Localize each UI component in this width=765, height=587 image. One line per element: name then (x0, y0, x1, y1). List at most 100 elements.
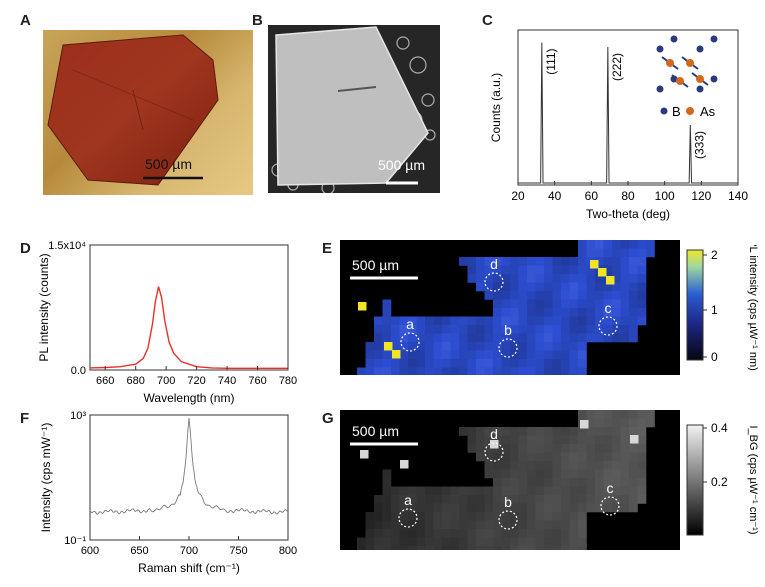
marker-circle-c (600, 496, 620, 516)
edge-pixel-2 (490, 440, 499, 449)
plot-frame (89, 244, 289, 371)
xtick-label-0: 20 (511, 189, 525, 203)
map-pixels (357, 410, 655, 550)
marker-circle-a (400, 332, 420, 352)
xtick-label-1: 680 (127, 375, 145, 387)
colorbar-tick-label-1: 1 (711, 303, 718, 317)
xtick-label-3: 750 (229, 545, 247, 557)
arsenic-atom-0 (666, 59, 674, 67)
peak-label-0: (111) (544, 48, 558, 74)
edge-pixel-1 (400, 460, 409, 469)
edge-pixel-0 (360, 450, 369, 459)
ytick-label-1: 10⁻¹ (64, 535, 86, 547)
ytick-label-0: 0.0 (71, 365, 86, 377)
marker-label-d: d (490, 426, 498, 442)
xtick-label-5: 760 (248, 375, 266, 387)
bg-intensity-map: 500 µm a b c d (340, 410, 680, 550)
xtick-label-2: 700 (180, 545, 198, 557)
sem-crystal (271, 26, 436, 193)
boron-atom-4 (670, 35, 678, 43)
y-axis-label: Intensity (cps mW⁻¹) (39, 423, 53, 533)
edge-pixel-0 (590, 260, 599, 269)
arsenic-atom-3 (696, 75, 704, 83)
xtick-label-3: 720 (187, 375, 205, 387)
peak-label-1: (222) (610, 53, 624, 81)
marker-label-b: b (504, 322, 512, 338)
boron-atom-2 (656, 85, 664, 93)
boron-atom-5 (710, 35, 718, 43)
pl-line (89, 286, 288, 370)
xtick-label-6: 140 (728, 189, 748, 203)
y-axis-label: Counts (a.u.) (489, 73, 503, 142)
raman-chart: 600 650 700 750 800 10³ 10⁻¹ Raman shift (cm⁻¹)… (39, 410, 297, 575)
xtick-label-6: 780 (279, 375, 297, 387)
marker-circle-c (598, 316, 618, 336)
xtick-label-4: 100 (655, 189, 675, 203)
boron-atom-3 (696, 85, 704, 93)
x-axis-label: Raman shift (cm⁻¹) (138, 561, 240, 575)
marker-circle-b (498, 510, 518, 530)
panel-e-letter: E (322, 240, 333, 257)
arsenic-atom-1 (686, 59, 694, 67)
edge-pixel-5 (358, 302, 367, 311)
pl-spectrum-chart: 660 680 700 720 740 760 780 0.0 1.5x10⁴ Wavelengt… (37, 240, 297, 405)
edge-pixel-4 (630, 435, 639, 444)
xrd-line (518, 42, 738, 184)
colorbar-tick-label-1: 0.2 (711, 475, 728, 489)
ytick-label-0: 10³ (70, 410, 86, 422)
panel-c-letter: C (482, 12, 493, 29)
panel-a-letter: A (20, 12, 31, 29)
edge-pixel-1 (598, 268, 607, 277)
marker-label-a: a (406, 316, 414, 332)
boron-atom-1 (696, 45, 704, 53)
marker-label-a: a (404, 492, 412, 508)
crystal-structure-inset (656, 35, 718, 93)
xtick-label-4: 800 (279, 545, 297, 557)
scalebar-label: 500 µm (352, 423, 399, 439)
boron-atom-0 (656, 45, 664, 53)
panel-f-letter: F (20, 410, 30, 427)
marker-circle-b (498, 338, 518, 358)
xtick-label-2: 60 (585, 189, 599, 203)
scalebar-label-a: 500 µm (145, 156, 192, 172)
pl-intensity-map: 500 µm a b c d (340, 240, 680, 375)
edge-pixel-2 (606, 276, 615, 285)
xtick-label-4: 740 (218, 375, 236, 387)
legend-b-dot (660, 107, 668, 115)
xtick-label-0: 600 (81, 545, 99, 557)
edge-pixel-4 (392, 350, 401, 359)
xrd-chart: (111) (222) (333) 20 40 60 80 100 120 140 Two-thet… (489, 29, 748, 221)
legend-as-dot (686, 107, 694, 115)
xtick-label-0: 660 (96, 375, 114, 387)
x-axis-label: Wavelength (nm) (144, 391, 235, 405)
colorbar-tick-label-0: 0.4 (711, 421, 728, 435)
pl-colorbar: 2 1 0 PL intensity (cps µW⁻¹ nm) (686, 245, 759, 371)
panel-b-letter: B (252, 12, 263, 29)
peak-label-2: (333) (692, 131, 706, 159)
map-pixels (357, 240, 655, 375)
xtick-label-2: 700 (157, 375, 175, 387)
colorbar-gradient (686, 249, 704, 361)
xtick-label-1: 650 (130, 545, 148, 557)
ytick-label-1: 1.5x10⁴ (48, 240, 86, 252)
plot-frame (89, 414, 289, 541)
raman-line (89, 418, 289, 515)
legend-b-label: B (672, 104, 681, 119)
panel-g-letter: G (322, 410, 334, 427)
arsenic-atom-2 (676, 77, 684, 85)
x-axis-label: Two-theta (deg) (586, 207, 670, 221)
marker-label-c: c (607, 480, 614, 496)
scalebar-label-b: 500 µm (378, 157, 425, 173)
colorbar-label: I_BG (cps µW⁻¹ cm⁻¹) (747, 425, 759, 534)
optical-micrograph: 500 µm (43, 30, 253, 195)
scalebar-label: 500 µm (352, 257, 399, 273)
colorbar-gradient (686, 424, 704, 536)
colorbar-tick-label-2: 0 (711, 350, 718, 364)
colorbar-label: PL intensity (cps µW⁻¹ nm) (747, 245, 759, 371)
bg-colorbar: 0.4 0.2 I_BG (cps µW⁻¹ cm⁻¹) (686, 421, 759, 536)
crystal-image (47, 34, 219, 186)
edge-pixel-3 (384, 342, 393, 351)
boron-atom-7 (710, 75, 718, 83)
legend-as-label: As (700, 104, 716, 119)
marker-circle-a (398, 508, 418, 528)
